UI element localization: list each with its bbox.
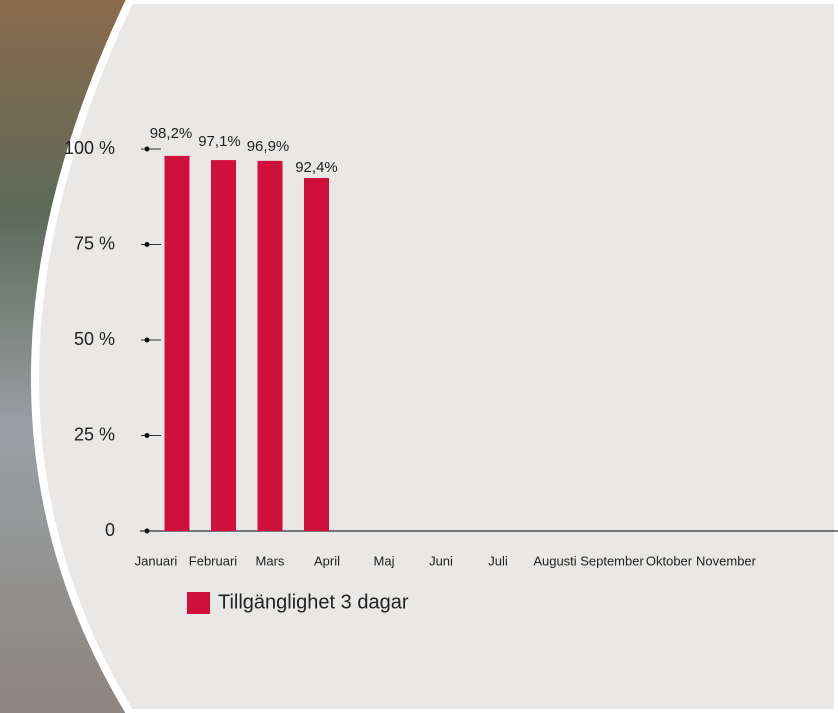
x-tick-label: Februari [189,553,238,568]
bar [164,155,190,531]
y-tick-label: 25 % [74,424,115,444]
y-tick-dot [144,528,150,534]
y-tick-dot [144,337,150,343]
x-tick-label: November [696,553,757,568]
x-tick-label: Augusti [533,553,576,568]
x-tick-label: Mars [256,553,285,568]
value-label: 92,4% [295,159,338,176]
bar [304,178,329,532]
y-tick-label: 100 % [64,138,115,158]
value-label: 97,1% [198,133,241,150]
x-tick-label: September [580,553,644,568]
bar [257,160,283,532]
x-tick-label: Maj [374,553,395,568]
y-tick-label: 50 % [74,329,115,349]
bar [211,160,236,531]
panel [31,0,838,713]
value-label: 96,9% [247,138,290,155]
y-tick-dot [144,146,150,152]
legend-label: Tillgänglighet 3 dagar [218,591,409,613]
x-tick-label: Januari [135,553,178,568]
y-tick-dot [144,433,150,438]
y-tick-label: 0 [105,520,115,540]
x-tick-label: Juli [488,553,508,568]
legend-swatch [187,592,210,614]
y-tick-dot [144,242,150,247]
x-tick-label: Oktober [646,553,693,568]
y-tick-label: 75 % [74,233,115,253]
value-label: 98,2% [150,125,193,142]
x-tick-label: April [314,553,340,568]
x-tick-label: Juni [429,553,453,568]
